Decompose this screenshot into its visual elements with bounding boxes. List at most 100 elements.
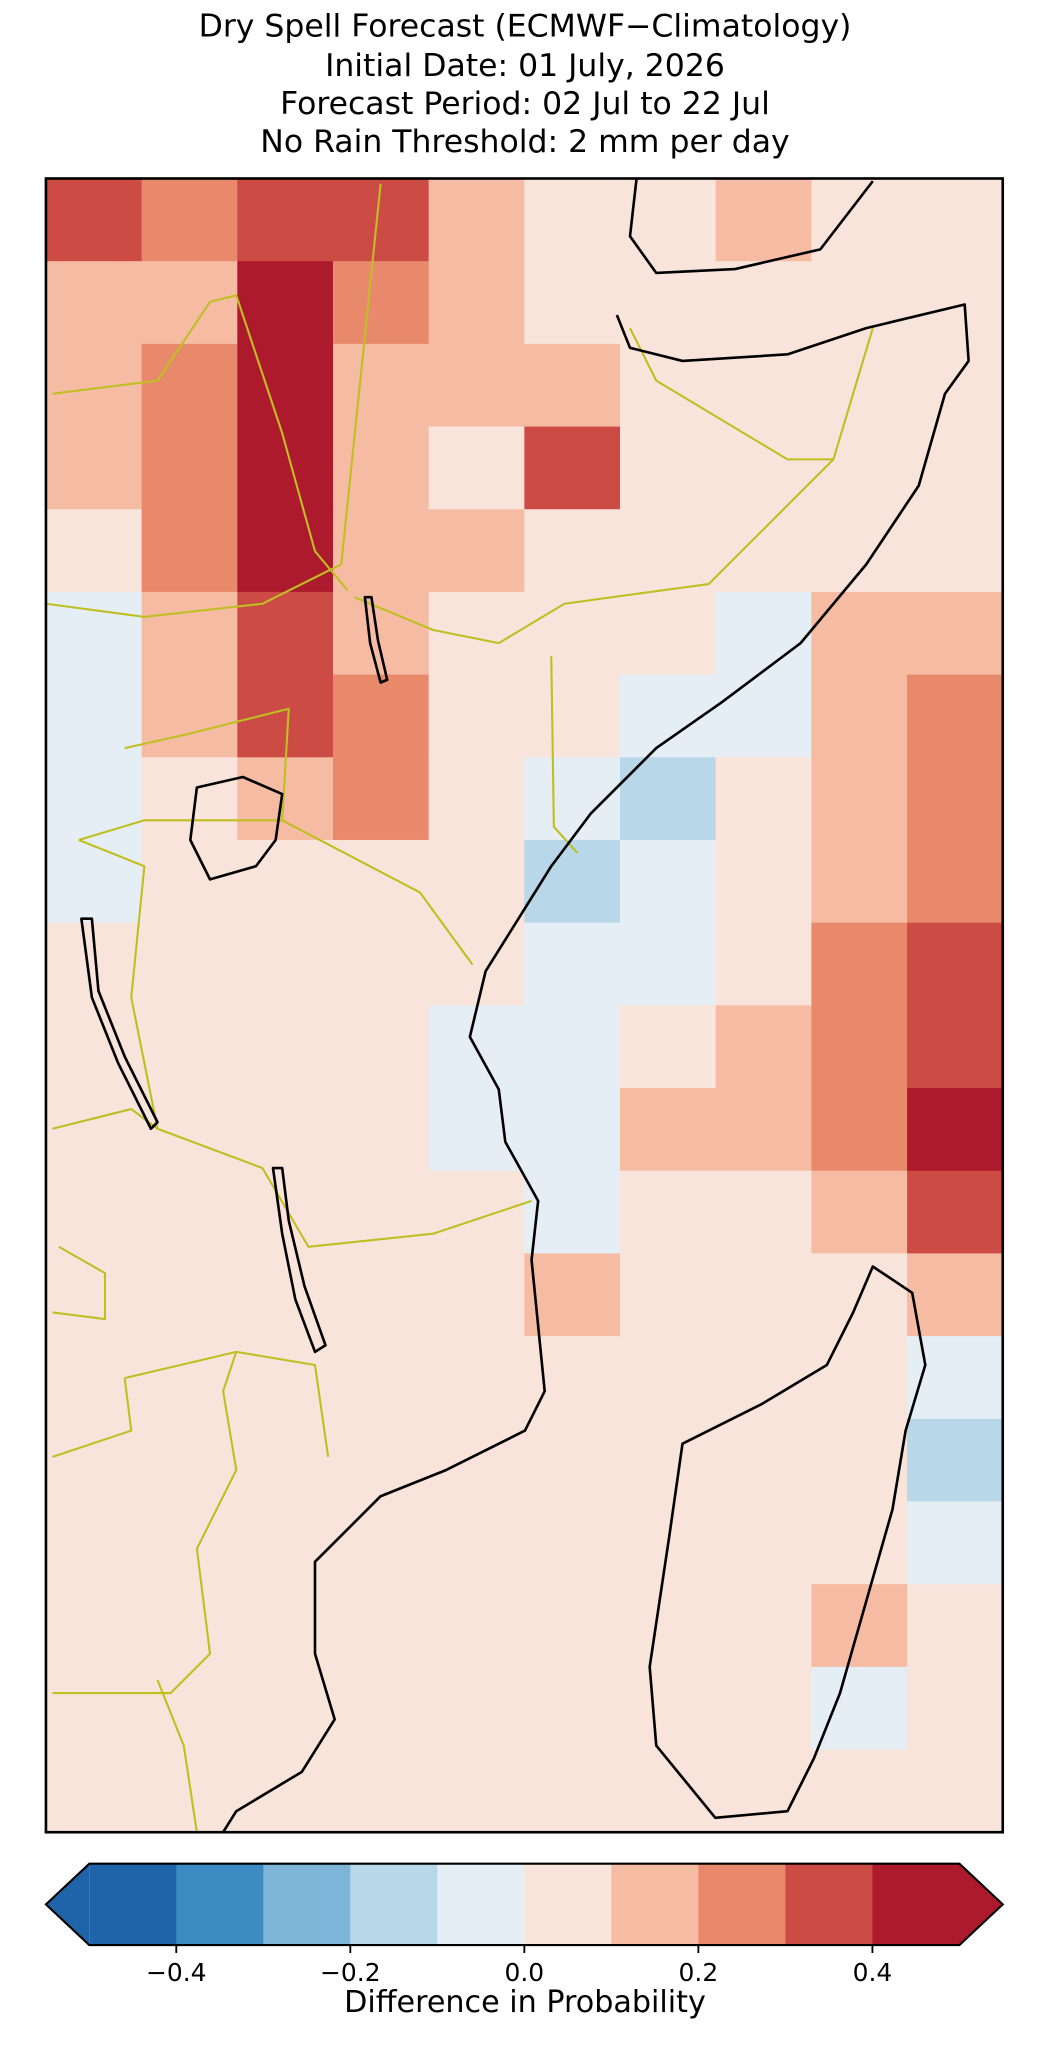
cell — [332, 839, 430, 924]
lake — [363, 595, 389, 684]
cell — [524, 261, 621, 345]
colorbar-tick-label: −0.4 — [146, 1958, 207, 1987]
cell — [237, 1584, 334, 1668]
cell — [811, 1088, 908, 1172]
border — [550, 656, 579, 854]
border — [52, 1377, 198, 1833]
cell — [141, 839, 238, 924]
cell — [620, 1170, 717, 1255]
cell — [715, 178, 813, 262]
cell — [332, 261, 430, 345]
cell — [141, 1584, 238, 1668]
cell — [428, 1336, 525, 1420]
cell — [715, 1253, 813, 1337]
colorbar-swatch — [698, 1863, 786, 1946]
cell — [620, 1749, 717, 1833]
cell — [428, 509, 525, 593]
lake — [271, 1166, 327, 1354]
border — [353, 458, 835, 645]
title-line: Forecast Period: 02 Jul to 22 Jul — [280, 86, 770, 122]
colorbar-tick-label: 0.2 — [679, 1958, 719, 1987]
cell — [237, 1088, 334, 1172]
cell — [620, 839, 717, 924]
cell — [332, 1170, 430, 1255]
cell — [332, 674, 430, 758]
cell — [811, 757, 908, 841]
cell — [907, 509, 1004, 593]
title-line: No Rain Threshold: 2 mm per day — [260, 124, 789, 160]
cell — [428, 261, 525, 345]
cell — [715, 839, 813, 924]
cell — [524, 1749, 621, 1833]
cell — [907, 261, 1004, 345]
field — [45, 178, 1004, 1833]
cell — [620, 1584, 717, 1668]
cell — [907, 178, 1004, 262]
cell — [141, 1418, 238, 1503]
plot-frame — [44, 177, 1005, 1834]
cell — [237, 1418, 334, 1503]
cell — [141, 1088, 238, 1172]
colorbar-swatch — [611, 1863, 699, 1946]
cell — [620, 1005, 717, 1089]
cell — [428, 1253, 525, 1337]
cell — [907, 1418, 1004, 1503]
cell — [620, 1666, 717, 1751]
cell — [524, 1336, 621, 1420]
cell — [237, 1666, 334, 1751]
cell — [524, 1584, 621, 1668]
cell — [524, 922, 621, 1007]
cell — [428, 178, 525, 262]
cell — [45, 757, 143, 841]
colorbar-swatch — [263, 1863, 351, 1946]
lake — [189, 775, 284, 881]
colorbar-extend — [959, 1863, 1003, 1946]
cell — [237, 1170, 334, 1255]
cell — [45, 1005, 143, 1089]
cell — [715, 591, 813, 676]
cell — [141, 509, 238, 593]
cell — [715, 1088, 813, 1172]
cell — [524, 1253, 621, 1337]
colorbar-tick-label: 0.4 — [853, 1958, 893, 1987]
cell — [907, 1005, 1004, 1089]
cell — [45, 509, 143, 593]
cell — [907, 1088, 1004, 1172]
cell — [620, 1418, 717, 1503]
border — [45, 183, 382, 618]
cell — [907, 1170, 1004, 1255]
border — [281, 819, 474, 966]
cell — [428, 839, 525, 924]
cell — [237, 591, 334, 676]
cell — [715, 1666, 813, 1751]
cell — [237, 343, 334, 428]
cell — [45, 1170, 143, 1255]
cell — [715, 1418, 813, 1503]
cell — [715, 509, 813, 593]
cell — [428, 343, 525, 428]
cell — [524, 426, 621, 510]
cell — [332, 1336, 430, 1420]
cell — [45, 1584, 143, 1668]
cell — [332, 1253, 430, 1337]
cell — [811, 1666, 908, 1751]
cell — [237, 426, 334, 510]
colorbar-swatch — [89, 1863, 177, 1946]
cell — [45, 261, 143, 345]
cell — [524, 591, 621, 676]
cell — [907, 1666, 1004, 1751]
cell — [141, 1501, 238, 1585]
cell — [620, 1336, 717, 1420]
cell — [907, 426, 1004, 510]
colorbar-tick-label: −0.2 — [320, 1958, 381, 1987]
cell — [715, 261, 813, 345]
cell — [45, 178, 143, 262]
colorbar-swatch — [872, 1863, 960, 1946]
cell — [332, 178, 430, 262]
cell — [332, 1088, 430, 1172]
cell — [811, 509, 908, 593]
cell — [715, 1749, 813, 1833]
cell — [811, 426, 908, 510]
border — [52, 1350, 330, 1695]
